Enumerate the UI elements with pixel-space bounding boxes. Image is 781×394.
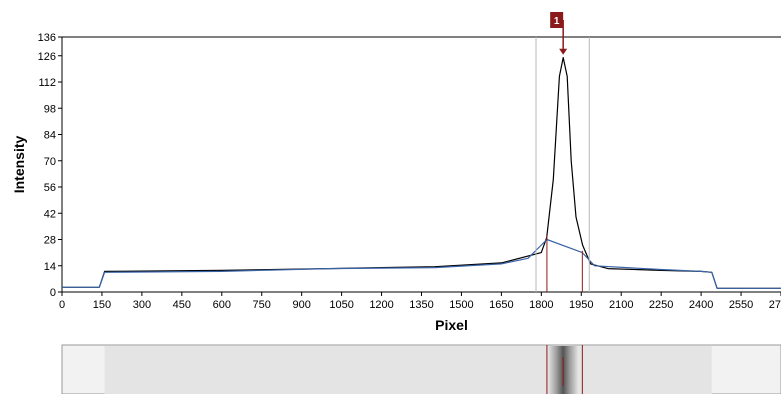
y-tick-label: 42 xyxy=(44,208,56,220)
x-tick-label: 0 xyxy=(59,299,65,311)
peak-marker-arrow xyxy=(559,48,568,55)
y-axis-title: Intensity xyxy=(11,136,27,194)
x-tick-label: 1200 xyxy=(369,299,393,311)
x-tick-label: 2700 xyxy=(769,299,781,311)
x-tick-label: 1500 xyxy=(449,299,473,311)
y-tick-label: 28 xyxy=(44,235,56,247)
axes: 0 14 28 42 56 70 84 98 112 126 136 0 150 300 450 600 750… xyxy=(38,32,781,311)
series-layer xyxy=(62,56,781,289)
gel-lane-strip xyxy=(61,344,781,394)
x-tick-label: 2100 xyxy=(609,299,633,311)
y-tick-label: 98 xyxy=(44,103,56,115)
x-tick-label: 600 xyxy=(213,299,231,311)
x-tick-label: 300 xyxy=(133,299,151,311)
y-tick-label: 56 xyxy=(44,182,56,194)
intensity-profile-line xyxy=(62,56,781,289)
peak-marker-label: 1 xyxy=(554,16,560,27)
y-tick-label: 112 xyxy=(38,77,56,89)
x-tick-label: 2250 xyxy=(649,299,673,311)
y-tick-label: 70 xyxy=(44,156,56,168)
lane-region xyxy=(104,346,712,394)
x-tick-label: 150 xyxy=(93,299,111,311)
y-tick-label: 0 xyxy=(50,287,56,299)
x-tick-label: 1800 xyxy=(529,299,553,311)
x-tick-label: 1350 xyxy=(409,299,433,311)
x-tick-label: 2400 xyxy=(689,299,713,311)
x-tick-label: 450 xyxy=(173,299,191,311)
y-tick-label: 14 xyxy=(44,261,56,273)
x-tick-label: 750 xyxy=(253,299,271,311)
peak-layer: 1 xyxy=(535,12,590,292)
peak-marker-box xyxy=(550,12,564,28)
baseline-line xyxy=(62,238,781,289)
x-tick-label: 1050 xyxy=(329,299,353,311)
plot-area xyxy=(61,36,781,293)
y-tick-label: 126 xyxy=(38,51,56,63)
x-tick-label: 1650 xyxy=(489,299,513,311)
y-tick-label: 84 xyxy=(44,130,56,142)
x-tick-label: 2550 xyxy=(729,299,753,311)
x-axis-title: Pixel xyxy=(435,317,468,333)
x-tick-label: 1950 xyxy=(569,299,593,311)
x-tick-label: 900 xyxy=(292,299,310,311)
y-tick-label: 136 xyxy=(38,32,56,44)
